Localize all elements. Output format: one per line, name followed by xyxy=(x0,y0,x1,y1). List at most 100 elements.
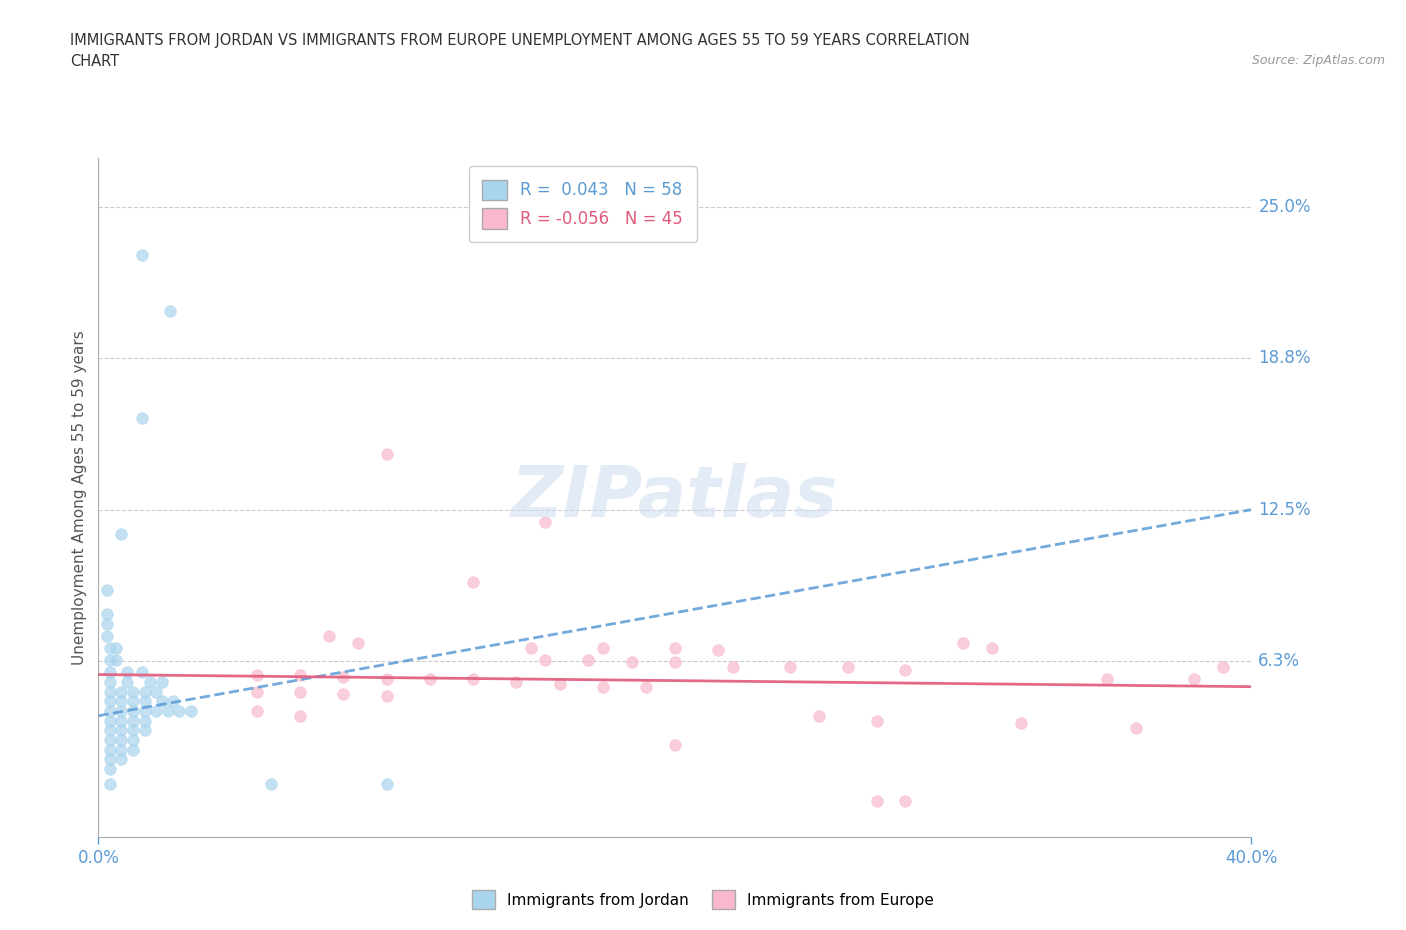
Point xyxy=(1125,721,1147,736)
Text: IMMIGRANTS FROM JORDAN VS IMMIGRANTS FROM EUROPE UNEMPLOYMENT AMONG AGES 55 TO 5: IMMIGRANTS FROM JORDAN VS IMMIGRANTS FRO… xyxy=(70,33,970,47)
Point xyxy=(104,653,127,668)
Point xyxy=(110,684,132,699)
Point xyxy=(134,703,156,718)
Point xyxy=(134,684,156,699)
Point xyxy=(145,703,167,718)
Point xyxy=(260,777,283,791)
Point xyxy=(664,737,686,752)
Text: 18.8%: 18.8% xyxy=(1258,349,1310,367)
Point xyxy=(707,643,730,658)
Point xyxy=(332,686,354,701)
Point xyxy=(592,679,614,694)
Point xyxy=(110,713,132,728)
Point xyxy=(150,674,173,689)
Point xyxy=(98,641,121,656)
Point xyxy=(110,526,132,541)
Point xyxy=(1010,715,1032,730)
Point xyxy=(375,689,398,704)
Point xyxy=(110,752,132,767)
Point xyxy=(122,684,145,699)
Point xyxy=(952,635,974,650)
Point xyxy=(419,672,441,687)
Point xyxy=(1097,672,1119,687)
Point xyxy=(98,762,121,777)
Point xyxy=(110,723,132,737)
Legend: R =  0.043   N = 58, R = -0.056   N = 45: R = 0.043 N = 58, R = -0.056 N = 45 xyxy=(468,166,696,242)
Point xyxy=(110,694,132,709)
Point xyxy=(98,674,121,689)
Point xyxy=(290,709,312,724)
Point xyxy=(779,660,801,675)
Point xyxy=(122,703,145,718)
Text: 12.5%: 12.5% xyxy=(1258,500,1310,519)
Text: 6.3%: 6.3% xyxy=(1258,652,1301,671)
Point xyxy=(505,674,527,689)
Point xyxy=(96,582,118,597)
Point xyxy=(98,694,121,709)
Point xyxy=(117,665,138,680)
Point xyxy=(131,247,153,262)
Point xyxy=(122,723,145,737)
Point xyxy=(520,641,543,656)
Text: CHART: CHART xyxy=(70,54,120,69)
Point xyxy=(117,674,138,689)
Point xyxy=(98,723,121,737)
Point xyxy=(866,793,889,808)
Point xyxy=(346,635,368,650)
Point xyxy=(98,703,121,718)
Point xyxy=(246,667,269,682)
Point xyxy=(98,665,121,680)
Point xyxy=(162,694,184,709)
Text: Source: ZipAtlas.com: Source: ZipAtlas.com xyxy=(1251,54,1385,67)
Point xyxy=(461,575,484,590)
Point xyxy=(104,641,127,656)
Point xyxy=(894,793,917,808)
Point xyxy=(1212,660,1234,675)
Point xyxy=(246,684,269,699)
Point xyxy=(664,655,686,670)
Point xyxy=(134,723,156,737)
Point xyxy=(534,653,557,668)
Legend: Immigrants from Jordan, Immigrants from Europe: Immigrants from Jordan, Immigrants from … xyxy=(465,884,941,915)
Point xyxy=(375,672,398,687)
Point xyxy=(318,629,340,644)
Point xyxy=(98,752,121,767)
Point xyxy=(159,303,181,318)
Point xyxy=(290,667,312,682)
Point xyxy=(150,694,173,709)
Point xyxy=(592,641,614,656)
Point xyxy=(134,713,156,728)
Point xyxy=(96,606,118,621)
Point xyxy=(461,672,484,687)
Point xyxy=(578,653,600,668)
Point xyxy=(636,679,658,694)
Point xyxy=(156,703,179,718)
Point xyxy=(131,665,153,680)
Point xyxy=(96,617,118,631)
Point xyxy=(122,742,145,757)
Point xyxy=(98,777,121,791)
Point xyxy=(1182,672,1205,687)
Point xyxy=(98,713,121,728)
Point xyxy=(807,709,830,724)
Point xyxy=(110,733,132,748)
Point xyxy=(134,694,156,709)
Point xyxy=(145,684,167,699)
Point xyxy=(620,655,643,670)
Point xyxy=(534,514,557,529)
Point xyxy=(110,703,132,718)
Point xyxy=(981,641,1004,656)
Point xyxy=(98,653,121,668)
Point xyxy=(98,742,121,757)
Point xyxy=(375,777,398,791)
Point xyxy=(290,684,312,699)
Text: ZIPatlas: ZIPatlas xyxy=(512,463,838,532)
Y-axis label: Unemployment Among Ages 55 to 59 years: Unemployment Among Ages 55 to 59 years xyxy=(72,330,87,665)
Point xyxy=(110,742,132,757)
Point xyxy=(866,713,889,728)
Point xyxy=(98,733,121,748)
Point xyxy=(167,703,190,718)
Point xyxy=(721,660,744,675)
Point xyxy=(122,694,145,709)
Point xyxy=(246,703,269,718)
